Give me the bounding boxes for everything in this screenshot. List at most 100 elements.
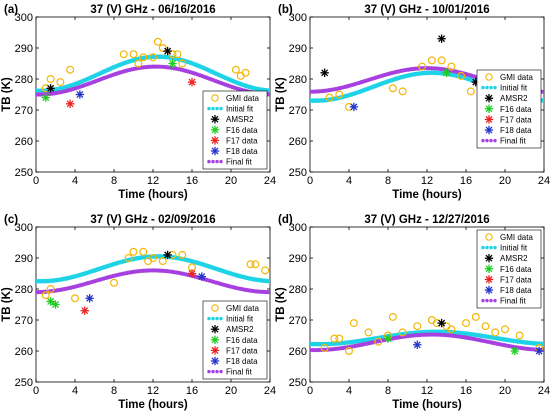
panel-4-f18-point-stroke-d2 bbox=[413, 341, 421, 349]
panel-1-gmi-point bbox=[173, 50, 182, 59]
panel-2-legend-f16-marker bbox=[484, 104, 494, 113]
panel-3: 0 4 8 12 16 20 24 250 260 270 280 290 300 37 (V) GHz … bbox=[1, 214, 276, 411]
panel-2-legend-initial_fit-marker bbox=[485, 85, 489, 90]
panel-1-gmi-point bbox=[178, 59, 187, 68]
panel-1-legend-label: Final fit bbox=[226, 158, 253, 167]
panel-3-xtick-label: 0 bbox=[33, 385, 39, 397]
panel-4-legend-f17-marker bbox=[484, 275, 494, 284]
panel-3-xtick-label: 4 bbox=[72, 385, 78, 397]
panel-3-ytick-label: 270 bbox=[15, 315, 33, 327]
panel-3-amsr2-point-stroke-d2 bbox=[164, 251, 172, 259]
panel-3-legend-f16-marker bbox=[210, 335, 220, 344]
panel-1-gmi-point bbox=[119, 50, 128, 59]
panel-2-gmi-point bbox=[447, 62, 456, 71]
panel-2-ylabel: TB (K) bbox=[275, 77, 287, 112]
panel-1-gmi-point bbox=[139, 53, 148, 62]
panel-4-f18-point-stroke-d2 bbox=[535, 347, 543, 355]
panel-3-gmi-point bbox=[46, 285, 55, 294]
panel-4-ylabel: TB (K) bbox=[275, 287, 287, 322]
panel-1-f16-point-stroke-d2 bbox=[169, 60, 176, 67]
panel-2-f16-point-stroke-d2 bbox=[443, 69, 450, 77]
panel-2-title: 37 (V) GHz - 10/01/2016 bbox=[364, 4, 489, 16]
panel-2-xtick-label: 16 bbox=[460, 175, 472, 187]
panel-1-f17-point-stroke-d2 bbox=[66, 100, 74, 108]
panel-1-xtick-label: 16 bbox=[186, 175, 198, 187]
panel-4-xtick-label: 4 bbox=[346, 385, 352, 397]
panel-3-legend-initial_fit-marker bbox=[207, 316, 211, 321]
panel-2-legend-f16-marker-stroke-d2 bbox=[485, 105, 493, 113]
panel-3-legend-f18-marker-stroke-d2 bbox=[211, 357, 219, 365]
panel-3-legend-initial_fit-marker bbox=[219, 316, 223, 321]
panel-3-ytick-label: 250 bbox=[15, 377, 33, 389]
panel-4-xtick-label: 16 bbox=[460, 385, 472, 397]
panel-3-gmi-point bbox=[178, 250, 187, 259]
panel-3-legend-amsr2-marker bbox=[210, 325, 220, 334]
panel-1-legend-label: AMSR2 bbox=[226, 115, 254, 124]
panel-1-legend-label: F17 data bbox=[226, 136, 258, 145]
panel-2-ytick-label: 290 bbox=[289, 43, 307, 55]
panel-3-legend-f16-marker-stroke-d2 bbox=[211, 336, 219, 344]
panel-1-final-fit-point bbox=[267, 92, 270, 97]
panel-4-ytick-label: 300 bbox=[289, 222, 307, 234]
panel-4-legend-f16-marker-stroke-d2 bbox=[485, 265, 493, 273]
panel-1-legend-final_fit-marker bbox=[207, 159, 211, 164]
panel-4-label: (d) bbox=[278, 214, 293, 226]
panel-3-legend-f17-marker-stroke-d2 bbox=[211, 346, 219, 354]
panel-2-legend-label: F16 data bbox=[500, 105, 532, 114]
panel-2-gmi-point bbox=[325, 93, 334, 102]
panel-4-f18-point bbox=[413, 340, 422, 349]
panel-2-amsr2-point-stroke-d2 bbox=[438, 35, 446, 43]
panel-4-xtick-label: 8 bbox=[385, 385, 391, 397]
panel-4-xtick-label: 12 bbox=[421, 385, 433, 397]
panel-1-legend-amsr2-marker-stroke-d2 bbox=[211, 115, 219, 123]
panel-4-f16-point bbox=[383, 334, 393, 343]
panel-4-f18-point bbox=[534, 346, 544, 356]
panel-2-gmi-point bbox=[335, 90, 344, 99]
panel-1-ytick-label: 300 bbox=[15, 12, 33, 24]
panel-1-xtick-label: 4 bbox=[72, 175, 78, 187]
panel-2-amsr2-point bbox=[437, 34, 446, 43]
panel-1-legend-f16-marker bbox=[210, 125, 220, 134]
panel-2-gmi-point bbox=[418, 62, 427, 71]
panel-4-gmi-point bbox=[388, 312, 397, 321]
panel-3-xlabel: Time (hours) bbox=[118, 399, 188, 411]
panel-4-xtick-label: 20 bbox=[499, 385, 511, 397]
panel-2-legend-initial_fit-marker bbox=[481, 85, 485, 90]
panel-2-ytick-label: 270 bbox=[289, 105, 307, 117]
panel-4-gmi-point bbox=[413, 322, 422, 331]
panel-3-f17-point-stroke-d2 bbox=[188, 270, 196, 277]
panel-4-legend-initial_fit-marker bbox=[485, 245, 489, 250]
panel-3-gmi-point bbox=[41, 291, 50, 300]
panel-4-legend-f16-marker bbox=[484, 264, 494, 273]
panel-4-gmi-point bbox=[364, 328, 373, 337]
panel-1-f17-point bbox=[187, 77, 197, 87]
panel-4-amsr2-point bbox=[437, 318, 446, 328]
panel-1-ytick-label: 260 bbox=[15, 136, 33, 148]
panel-2: 0 4 8 12 16 20 24 250 260 270 280 290 300 37 (V) GHz … bbox=[275, 4, 550, 201]
panel-4-gmi-point bbox=[374, 337, 383, 346]
panel-2-legend-label: AMSR2 bbox=[500, 94, 528, 103]
panel-1-gmi-point bbox=[241, 68, 250, 77]
panel-4-xtick-label: 24 bbox=[538, 385, 550, 397]
panel-4-gmi-point bbox=[398, 328, 407, 337]
panel-1-gmi-point bbox=[46, 74, 55, 83]
panel-4-xlabel: Time (hours) bbox=[392, 399, 462, 411]
panel-4-ytick-label: 260 bbox=[289, 346, 307, 358]
panel-1-ytick-label: 270 bbox=[15, 105, 33, 117]
panel-3-xtick-label: 24 bbox=[264, 385, 276, 397]
panel-4-data bbox=[310, 312, 544, 356]
panel-2-ytick-label: 250 bbox=[289, 167, 307, 179]
panel-1-xtick-label: 8 bbox=[111, 175, 117, 187]
panel-3-legend-label: F17 data bbox=[226, 346, 258, 355]
panel-2-xtick-label: 12 bbox=[421, 175, 433, 187]
panel-3-legend-final_fit-marker bbox=[219, 369, 223, 374]
panel-3-legend-final_fit-marker bbox=[211, 369, 215, 374]
panel-4-gmi-point bbox=[320, 343, 329, 352]
panel-3-legend-gmi-marker bbox=[211, 304, 219, 312]
panel-4-initial-fit-point bbox=[541, 341, 544, 347]
panel-1-legend-amsr2-marker bbox=[210, 115, 220, 124]
panel-3-gmi-point bbox=[109, 278, 118, 287]
panel-1-legend-final_fit-marker bbox=[211, 159, 215, 164]
panel-1-gmi-point bbox=[153, 37, 162, 46]
